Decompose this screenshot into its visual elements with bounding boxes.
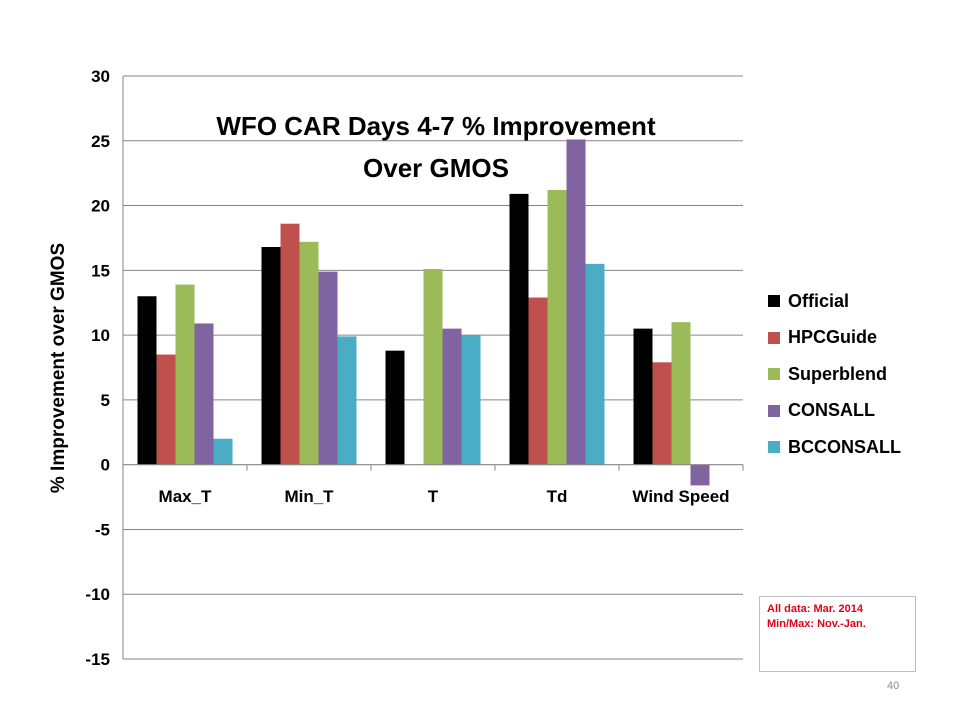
legend-swatch-superblend	[768, 368, 780, 381]
legend-item-consall: CONSALL	[768, 393, 901, 430]
legend-label-official: Official	[788, 290, 850, 311]
bar	[528, 297, 548, 465]
legend-swatch-hpcguide	[768, 331, 780, 344]
legend-item-bcconsall: BCCONSALL	[768, 429, 901, 466]
bar	[671, 322, 691, 465]
legend-item-superblend: Superblend	[768, 356, 901, 393]
axes	[122, 76, 744, 659]
legend-swatch-consall	[768, 404, 780, 417]
bar	[385, 350, 405, 465]
y-axis-label: % Improvement over GMOS	[48, 242, 69, 494]
bar	[318, 271, 338, 465]
bar	[261, 247, 281, 465]
bar	[194, 323, 214, 465]
legend-label-bcconsall: BCCONSALL	[788, 436, 901, 457]
bar	[175, 284, 195, 465]
legend-swatch-bcconsall	[768, 441, 780, 454]
page-number: 40	[887, 680, 900, 692]
note-line-1: All data: Mar. 2014	[767, 603, 863, 615]
y-tick-label: 15	[91, 261, 110, 280]
bar	[633, 328, 653, 465]
legend-label-superblend: Superblend	[788, 363, 888, 384]
y-tick-label: 0	[101, 456, 110, 475]
legend-label-consall: CONSALL	[788, 400, 875, 421]
bar	[423, 269, 443, 465]
bar	[299, 241, 319, 465]
bar	[652, 362, 672, 465]
y-tick-label: -15	[85, 650, 110, 669]
bar	[442, 328, 462, 465]
legend-label-hpcguide: HPCGuide	[788, 327, 878, 348]
bar	[547, 190, 567, 465]
chart-title-line-1: WFO CAR Days 4-7 % Improvement	[216, 111, 656, 141]
bar	[337, 336, 357, 465]
x-tick-label: T	[428, 487, 439, 506]
y-tick-label: -5	[95, 520, 110, 539]
bar	[156, 354, 176, 465]
x-tick-label: Max_T	[159, 487, 213, 506]
y-tick-label: 10	[91, 326, 110, 345]
x-tick-label: Td	[547, 487, 568, 506]
data-note-box: All data: Mar. 2014 Min/Max: Nov.-Jan.	[759, 596, 916, 672]
legend: Official HPCGuide Superblend CONSALL BCC…	[768, 283, 901, 466]
x-tick-labels: Max_T Min_T T Td Wind Speed	[159, 487, 730, 506]
x-tick-label: Wind Speed	[632, 487, 729, 506]
y-tick-labels: 30 25 20 15 10 5 0 -5 -10 -15	[85, 67, 110, 669]
legend-swatch-official	[768, 295, 780, 308]
bar	[566, 139, 586, 465]
bar	[690, 464, 710, 486]
legend-item-hpcguide: HPCGuide	[768, 320, 901, 357]
y-tick-label: 5	[101, 391, 110, 410]
note-line-2: Min/Max: Nov.-Jan.	[767, 618, 866, 630]
bar	[585, 263, 605, 465]
bar	[137, 296, 157, 465]
legend-item-official: Official	[768, 283, 901, 320]
chart-title-line-2: Over GMOS	[363, 153, 509, 183]
y-tick-label: -10	[85, 585, 110, 604]
y-tick-label: 25	[91, 132, 110, 151]
y-tick-label: 30	[91, 67, 110, 86]
bar	[461, 335, 481, 465]
bar	[213, 438, 233, 465]
x-tick-label: Min_T	[284, 487, 334, 506]
bar	[509, 193, 529, 465]
bar	[280, 223, 300, 465]
y-tick-label: 20	[91, 197, 110, 216]
bars	[137, 139, 710, 486]
